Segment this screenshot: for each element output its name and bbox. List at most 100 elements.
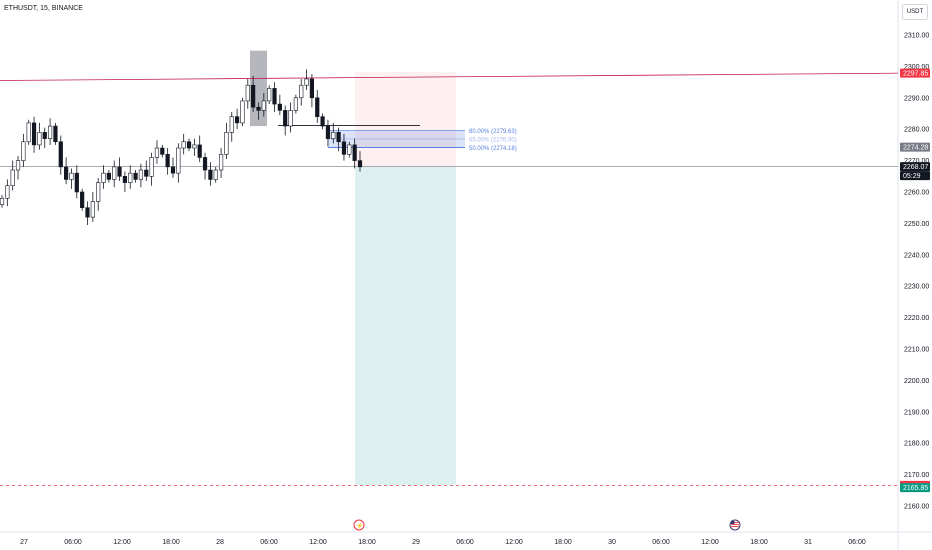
- candle-body: [80, 191, 85, 208]
- price-tag-label: 05:29: [903, 173, 921, 180]
- stop-loss-zone[interactable]: [355, 72, 456, 167]
- price-tag-label: 2268.07: [903, 164, 928, 171]
- candle-body: [69, 172, 74, 180]
- candle-body: [15, 160, 21, 171]
- fib-level-label: 50.00% (2274.18): [469, 146, 517, 152]
- candle-body: [26, 122, 31, 143]
- candle-body: [288, 110, 293, 127]
- candle-body: [331, 132, 336, 139]
- take-profit-zone[interactable]: [355, 166, 456, 486]
- x-tick-label: 18:00: [358, 539, 376, 546]
- candle-body: [352, 144, 357, 161]
- fib-level-label: 65.00% (2276.90): [469, 137, 517, 143]
- candle-body: [170, 166, 176, 174]
- candle-body: [218, 154, 224, 171]
- candle-body: [58, 141, 63, 168]
- y-tick-label: 2190.00: [904, 409, 929, 416]
- candle-body: [357, 160, 363, 168]
- candle-body: [336, 132, 341, 143]
- candle-body: [112, 166, 117, 180]
- x-tick-label: 06:00: [652, 539, 670, 546]
- y-tick-label: 2160.00: [904, 504, 929, 511]
- price-tag-label: 2297.85: [903, 71, 928, 78]
- candle-body: [138, 169, 144, 180]
- x-tick-label: 29: [412, 539, 420, 546]
- x-tick-label: 12:00: [701, 539, 719, 546]
- lightning-event-icon[interactable]: [353, 519, 365, 531]
- x-tick-label: 12:00: [309, 539, 327, 546]
- x-tick-label: 06:00: [848, 539, 866, 546]
- candle-body: [235, 116, 240, 124]
- candle-body: [283, 110, 288, 127]
- candle-body: [245, 84, 250, 102]
- y-tick-label: 2280.00: [904, 127, 929, 134]
- x-tick-label: 06:00: [64, 539, 82, 546]
- y-tick-label: 2310.00: [904, 33, 929, 40]
- candle-body: [160, 147, 165, 155]
- candle-body: [21, 141, 26, 161]
- price-tag-red: [900, 68, 930, 78]
- y-tick-label: 2220.00: [904, 315, 929, 322]
- candle-body: [186, 141, 192, 149]
- y-tick-label: 2180.00: [904, 441, 929, 448]
- candle-body: [144, 169, 149, 177]
- lightning-glyph: ⚡: [356, 522, 363, 530]
- price-tag-green: [900, 483, 930, 493]
- y-tick-label: 2290.00: [904, 95, 929, 102]
- y-tick-label: 2300.00: [904, 64, 929, 71]
- candle-body: [309, 78, 315, 99]
- candle-body: [122, 176, 127, 183]
- candle-body: [267, 88, 272, 102]
- symbol-title: ETHUSDT, 15, BINANCE: [4, 5, 83, 12]
- resistance-trendline[interactable]: [0, 72, 899, 81]
- x-tick-label: 12:00: [505, 539, 523, 546]
- candle-body: [251, 84, 256, 108]
- candle-body: [154, 147, 160, 158]
- candle-body: [293, 97, 298, 111]
- x-tick-label: 30: [608, 539, 616, 546]
- candle-body: [202, 157, 208, 171]
- candle-body: [229, 116, 234, 133]
- candle-body: [149, 157, 154, 177]
- candle-body: [208, 169, 213, 180]
- candle-body: [37, 132, 42, 146]
- candle-body: [320, 116, 325, 127]
- candle-body: [64, 166, 69, 180]
- candle-body: [10, 169, 15, 187]
- candle-body: [341, 141, 347, 155]
- y-tick-label: 2170.00: [904, 472, 929, 479]
- candle-body: [117, 166, 122, 177]
- candle-body: [90, 201, 95, 218]
- x-tick-label: 28: [216, 539, 224, 546]
- candle-body: [106, 172, 111, 180]
- candle-body: [176, 147, 181, 174]
- candle-body: [128, 172, 133, 183]
- price-tag-label: 2165.85: [903, 485, 928, 492]
- candle-body: [53, 125, 58, 143]
- candle-body: [181, 141, 186, 149]
- candle-body: [197, 144, 202, 158]
- y-tick-label: 2200.00: [904, 378, 929, 385]
- price-tag-dark_sub: [900, 171, 930, 181]
- y-tick-label: 2210.00: [904, 347, 929, 354]
- x-tick-label: 06:00: [260, 539, 278, 546]
- candle-body: [347, 144, 352, 155]
- currency-unit-button[interactable]: USDT: [902, 4, 928, 20]
- candle-body: [0, 197, 5, 205]
- x-tick-label: 12:00: [113, 539, 131, 546]
- candle-body: [213, 169, 218, 180]
- x-tick-label: 18:00: [162, 539, 180, 546]
- candle-body: [256, 106, 261, 111]
- y-tick-label: 2240.00: [904, 252, 929, 259]
- candle-body: [261, 100, 266, 111]
- candle-body: [47, 125, 53, 139]
- candle-body: [192, 144, 197, 149]
- y-tick-label: 2270.00: [904, 158, 929, 165]
- price-tag-label: 2274.28: [903, 145, 928, 152]
- candle-body: [31, 122, 37, 146]
- candle-body: [133, 172, 138, 180]
- price-tag-dark: [900, 162, 930, 172]
- candle-body: [101, 172, 106, 183]
- candle-body: [96, 182, 101, 202]
